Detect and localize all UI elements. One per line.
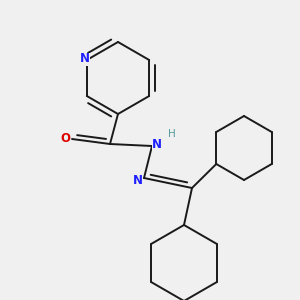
Text: H: H (168, 129, 176, 139)
Text: N: N (152, 137, 162, 151)
Text: N: N (80, 52, 90, 65)
Text: N: N (133, 173, 143, 187)
Text: O: O (60, 133, 70, 146)
